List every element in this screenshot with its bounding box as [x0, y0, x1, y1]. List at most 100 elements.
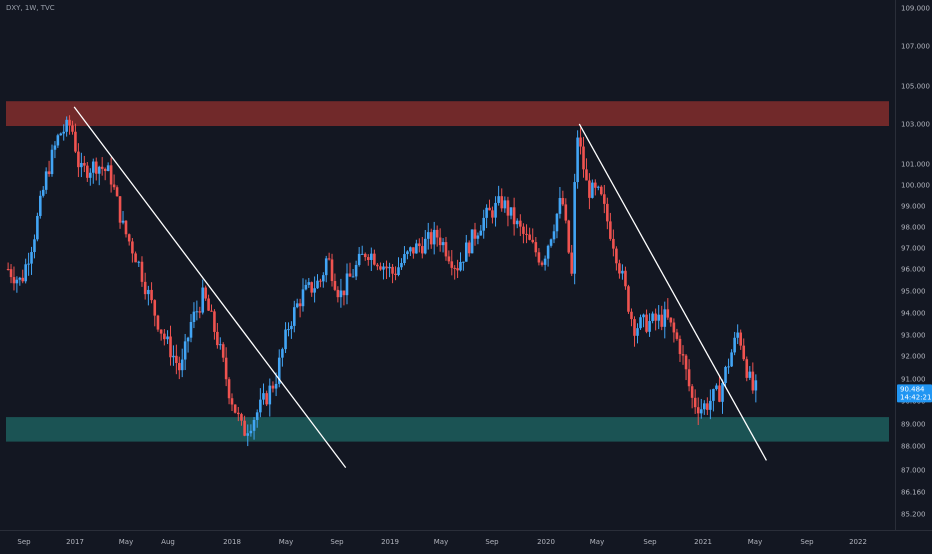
- candle: [301, 278, 305, 312]
- candle: [385, 260, 388, 280]
- candle: [426, 222, 430, 250]
- candle: [699, 398, 703, 419]
- candle: [192, 302, 196, 329]
- candle: [696, 397, 700, 426]
- candle: [651, 311, 654, 324]
- candle: [693, 389, 697, 414]
- candle: [268, 378, 272, 417]
- x-tick-label: 2021: [694, 538, 712, 546]
- y-tick-label: 96.000: [901, 266, 926, 274]
- candle: [310, 281, 314, 297]
- candle: [591, 179, 594, 199]
- x-tick-label: Sep: [17, 538, 31, 546]
- candle: [121, 211, 125, 225]
- candle: [531, 228, 535, 244]
- candle: [304, 279, 308, 291]
- candle: [627, 284, 630, 314]
- resistance-zone[interactable]: [6, 101, 889, 126]
- candle: [140, 256, 144, 287]
- candle: [450, 250, 454, 276]
- candle: [262, 383, 265, 405]
- candle: [549, 238, 553, 248]
- candle: [432, 221, 436, 255]
- candle: [742, 338, 746, 361]
- candle: [210, 304, 213, 312]
- trendline-1[interactable]: [73, 106, 347, 468]
- candle: [636, 323, 639, 344]
- x-tick-label: May: [590, 538, 604, 546]
- candle: [281, 347, 284, 367]
- trendline-2[interactable]: [578, 123, 767, 461]
- candle: [509, 207, 513, 220]
- candle: [221, 342, 225, 363]
- y-tick-label: 105.000: [901, 83, 930, 91]
- candle: [21, 269, 25, 284]
- candle: [567, 219, 571, 254]
- candle: [391, 264, 394, 284]
- candle: [444, 236, 448, 261]
- candle: [307, 277, 311, 288]
- candle: [336, 286, 340, 303]
- x-tick-label: Sep: [330, 538, 344, 546]
- candle: [500, 188, 504, 212]
- candle: [576, 130, 579, 189]
- candle: [570, 244, 574, 277]
- candle: [388, 262, 391, 278]
- x-tick-label: 2017: [66, 538, 84, 546]
- candle: [534, 237, 538, 257]
- candle: [467, 240, 471, 257]
- candle: [470, 229, 474, 254]
- candle: [441, 238, 445, 253]
- candle: [156, 314, 160, 332]
- candle: [265, 390, 268, 407]
- support-zone[interactable]: [6, 417, 889, 442]
- candle: [345, 263, 349, 305]
- y-tick-label: 92.000: [901, 353, 926, 361]
- candle: [400, 258, 403, 270]
- candle: [166, 330, 169, 345]
- candle: [519, 214, 522, 237]
- candle: [86, 161, 89, 182]
- y-tick-label: 91.000: [901, 376, 926, 384]
- candle: [421, 236, 424, 259]
- candle: [150, 282, 153, 304]
- candle: [473, 222, 477, 246]
- candle: [6, 262, 10, 271]
- candle: [172, 345, 175, 366]
- candle: [169, 325, 172, 366]
- current-price-value: 90.484: [900, 385, 925, 393]
- candle: [397, 257, 400, 277]
- candle: [503, 196, 507, 213]
- candle: [736, 324, 739, 345]
- candle: [198, 306, 202, 319]
- candle: [409, 246, 412, 257]
- candle: [74, 123, 77, 154]
- candle: [41, 186, 45, 198]
- candle: [363, 252, 367, 261]
- candle: [482, 209, 486, 239]
- x-tick-label: Sep: [485, 538, 499, 546]
- candle: [36, 212, 39, 242]
- candle: [579, 127, 582, 155]
- candle: [606, 197, 609, 230]
- candle: [134, 251, 137, 263]
- candle: [506, 196, 510, 227]
- y-tick-label: 98.000: [901, 224, 926, 232]
- x-tick-label: 2019: [381, 538, 399, 546]
- candle: [195, 300, 199, 321]
- candle: [163, 329, 166, 346]
- candle: [252, 417, 256, 440]
- candle: [30, 246, 33, 275]
- candle: [287, 322, 290, 337]
- candle: [555, 212, 559, 239]
- candle: [479, 224, 483, 236]
- candle: [706, 397, 709, 416]
- candle: [630, 308, 633, 327]
- candle: [654, 308, 657, 331]
- candle: [718, 375, 721, 403]
- candle: [456, 259, 459, 279]
- candle: [633, 316, 636, 347]
- candle: [660, 305, 664, 331]
